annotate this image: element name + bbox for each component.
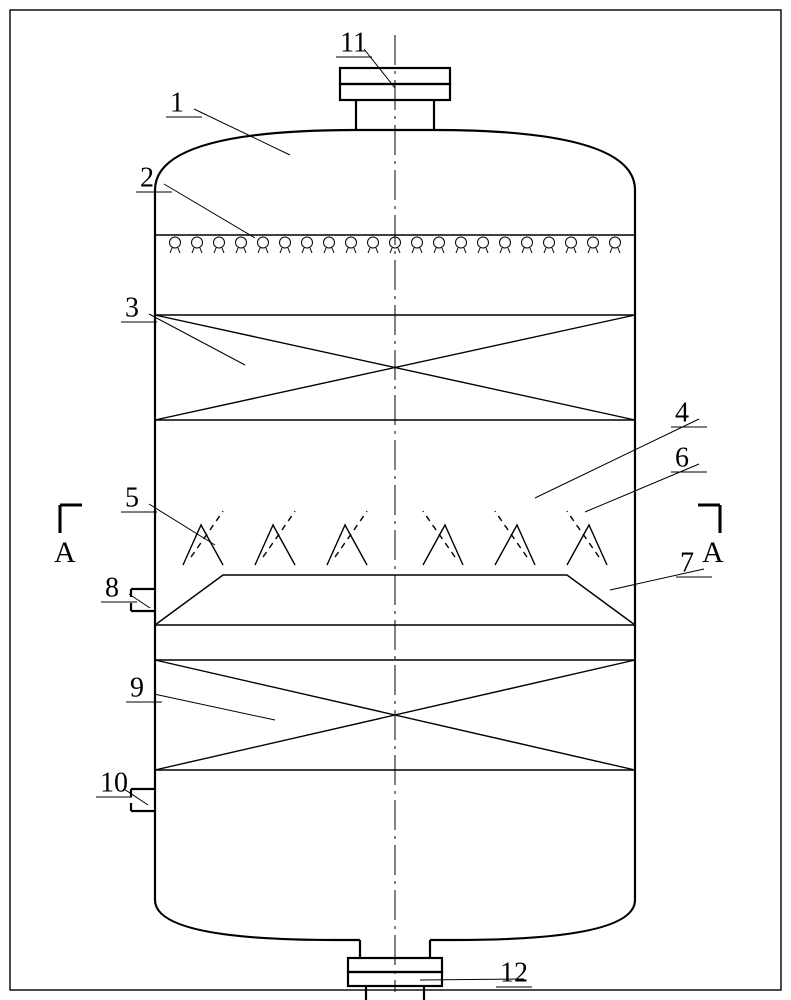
callout-5: 5 <box>125 482 139 513</box>
section-label-left: A <box>54 536 76 569</box>
leader-9 <box>154 694 275 720</box>
leader-5 <box>149 504 215 545</box>
callout-1: 1 <box>170 87 184 118</box>
leader-8 <box>129 594 150 608</box>
callout-11: 11 <box>340 27 367 58</box>
callout-3: 3 <box>125 292 139 323</box>
callout-12: 12 <box>500 957 528 988</box>
leader-2 <box>164 184 255 238</box>
callout-2: 2 <box>140 162 154 193</box>
callout-6: 6 <box>675 442 689 473</box>
callout-9: 9 <box>130 672 144 703</box>
section-label-right: A <box>702 536 724 569</box>
leader-3 <box>149 314 245 365</box>
callout-8: 8 <box>105 572 119 603</box>
callout-10: 10 <box>100 767 128 798</box>
callout-7: 7 <box>680 547 694 578</box>
callout-4: 4 <box>675 397 689 428</box>
